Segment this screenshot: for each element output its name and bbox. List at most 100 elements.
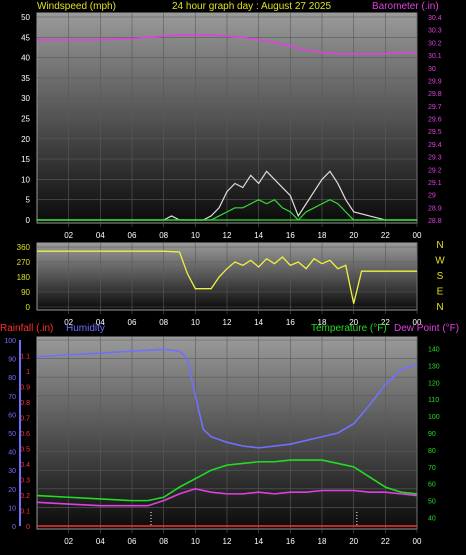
rain-tick-label: 0.6 bbox=[20, 431, 30, 438]
rain-tick-label: 0.8 bbox=[20, 400, 30, 407]
humidity-tick-label: 40 bbox=[8, 450, 16, 457]
series-barometer bbox=[37, 33, 417, 55]
temp-tick-label: 70 bbox=[428, 465, 436, 472]
y-tick-label: 360 bbox=[17, 243, 31, 252]
y-right-tick-label: 28.9 bbox=[428, 205, 442, 212]
temp-tick-label: 80 bbox=[428, 448, 436, 455]
x-tick-label: 22 bbox=[381, 231, 390, 240]
x-tick-label: 10 bbox=[191, 537, 200, 546]
y-right-tick-label: 29.6 bbox=[428, 117, 442, 124]
temp-tick-label: 90 bbox=[428, 431, 436, 438]
y-tick-label: 35 bbox=[21, 74, 30, 83]
x-tick-label: 20 bbox=[349, 537, 358, 546]
y-tick-label: 20 bbox=[21, 135, 30, 144]
y-right-tick-label: 29 bbox=[428, 193, 436, 200]
x-tick-label: 16 bbox=[286, 231, 295, 240]
x-tick-label: 10 bbox=[191, 318, 200, 327]
y-tick-label: 270 bbox=[17, 258, 31, 267]
rain-tick-label: 0.3 bbox=[20, 478, 30, 485]
rain-tick-label: 0.4 bbox=[20, 462, 30, 469]
compass-label: E bbox=[437, 287, 444, 298]
y-tick-label: 180 bbox=[17, 273, 31, 282]
x-tick-label: 02 bbox=[64, 318, 73, 327]
x-tick-label: 16 bbox=[286, 318, 295, 327]
temp-tick-label: 130 bbox=[428, 363, 440, 370]
rain-tick-label: 0.2 bbox=[20, 493, 30, 500]
x-tick-label: 04 bbox=[96, 537, 105, 546]
x-tick-label: 04 bbox=[96, 231, 105, 240]
humidity-tick-label: 0 bbox=[12, 524, 16, 531]
series-wind_avg bbox=[37, 198, 417, 221]
y-tick-label: 25 bbox=[21, 115, 30, 124]
x-tick-label: 20 bbox=[349, 318, 358, 327]
temp-tick-label: 110 bbox=[428, 397, 439, 404]
x-tick-label: 12 bbox=[223, 318, 232, 327]
y-tick-label: 0 bbox=[26, 216, 31, 225]
x-tick-label: 12 bbox=[223, 231, 232, 240]
y-right-tick-label: 30.4 bbox=[428, 15, 442, 22]
x-tick-label: 20 bbox=[349, 231, 358, 240]
x-tick-label: 16 bbox=[286, 537, 295, 546]
barometer-axis-title: Barometer (.in) bbox=[372, 1, 439, 12]
humidity-tick-label: 90 bbox=[8, 357, 16, 364]
legend-rainfall: Rainfall (.in) bbox=[0, 323, 53, 334]
y-tick-label: 40 bbox=[21, 54, 30, 63]
y-tick-label: 50 bbox=[21, 13, 30, 22]
x-tick-label: 18 bbox=[318, 537, 327, 546]
x-tick-label: 14 bbox=[254, 231, 263, 240]
wind-chart: 0 5 10 15 20 25 30 35 40 45 50 28.8 28.9 29 29.1 29.2 29… bbox=[21, 13, 442, 240]
temp-tick-label: 140 bbox=[428, 346, 440, 353]
humidity-tick-label: 30 bbox=[8, 468, 16, 475]
humidity-tick-label: 10 bbox=[8, 505, 16, 512]
series-dewpoint bbox=[36, 487, 418, 507]
temp-tick-label: 120 bbox=[428, 380, 440, 387]
y-right-tick-label: 29.7 bbox=[428, 104, 442, 111]
wind-axis-title: Windspeed (mph) bbox=[37, 1, 116, 12]
series-temperature bbox=[36, 459, 418, 502]
series-direction bbox=[37, 250, 417, 304]
humidity-tick-label: 80 bbox=[8, 375, 16, 382]
y-tick-label: 5 bbox=[26, 196, 31, 205]
x-tick-label: 00 bbox=[413, 537, 422, 546]
x-tick-label: 06 bbox=[128, 231, 137, 240]
x-tick-label: 14 bbox=[254, 318, 263, 327]
legend-temperature: Temperature (°F) bbox=[311, 323, 387, 334]
y-right-tick-label: 29.4 bbox=[428, 142, 442, 149]
y-right-tick-label: 30.3 bbox=[428, 28, 442, 35]
legend-dewpoint: Dew Point (°F) bbox=[394, 323, 459, 334]
x-tick-label: 14 bbox=[254, 537, 263, 546]
y-right-tick-label: 29.1 bbox=[428, 180, 442, 187]
y-right-tick-label: 29.2 bbox=[428, 167, 442, 174]
temp-tick-label: 60 bbox=[428, 482, 436, 489]
rain-tick-label: 0.5 bbox=[20, 447, 30, 454]
series-wind_gust bbox=[37, 170, 417, 221]
compass-label: W bbox=[435, 256, 445, 267]
compass-label: S bbox=[437, 271, 444, 282]
rain-tick-label: 0.7 bbox=[20, 416, 30, 423]
x-tick-label: 10 bbox=[191, 231, 200, 240]
legend-humidity: Humidity bbox=[66, 323, 105, 334]
compass-label: N bbox=[436, 302, 443, 313]
y-tick-label: 30 bbox=[21, 94, 30, 103]
y-right-tick-label: 29.9 bbox=[428, 78, 442, 85]
humidity-tick-label: 70 bbox=[8, 394, 16, 401]
x-tick-label: 06 bbox=[128, 318, 137, 327]
x-tick-label: 06 bbox=[128, 537, 137, 546]
humidity-tick-label: 100 bbox=[4, 338, 16, 345]
y-right-tick-label: 28.8 bbox=[428, 218, 442, 225]
y-tick-label: 0 bbox=[26, 303, 31, 312]
x-tick-label: 02 bbox=[64, 231, 73, 240]
y-right-tick-label: 29.5 bbox=[428, 129, 442, 136]
x-tick-label: 08 bbox=[159, 537, 168, 546]
temp-tick-label: 40 bbox=[428, 516, 436, 523]
temp-tick-label: 100 bbox=[428, 414, 440, 421]
graph-date-title: 24 hour graph day : August 27 2025 bbox=[172, 1, 331, 12]
y-right-tick-label: 30.2 bbox=[428, 40, 442, 47]
x-tick-label: 22 bbox=[381, 318, 390, 327]
rain-tick-label: 1 bbox=[26, 369, 30, 376]
climate-chart: 010203040506070809010000.10.20.30.40.50.… bbox=[4, 337, 440, 546]
rain-tick-label: 0.1 bbox=[20, 509, 30, 516]
rain-tick-label: 1.1 bbox=[20, 354, 30, 361]
